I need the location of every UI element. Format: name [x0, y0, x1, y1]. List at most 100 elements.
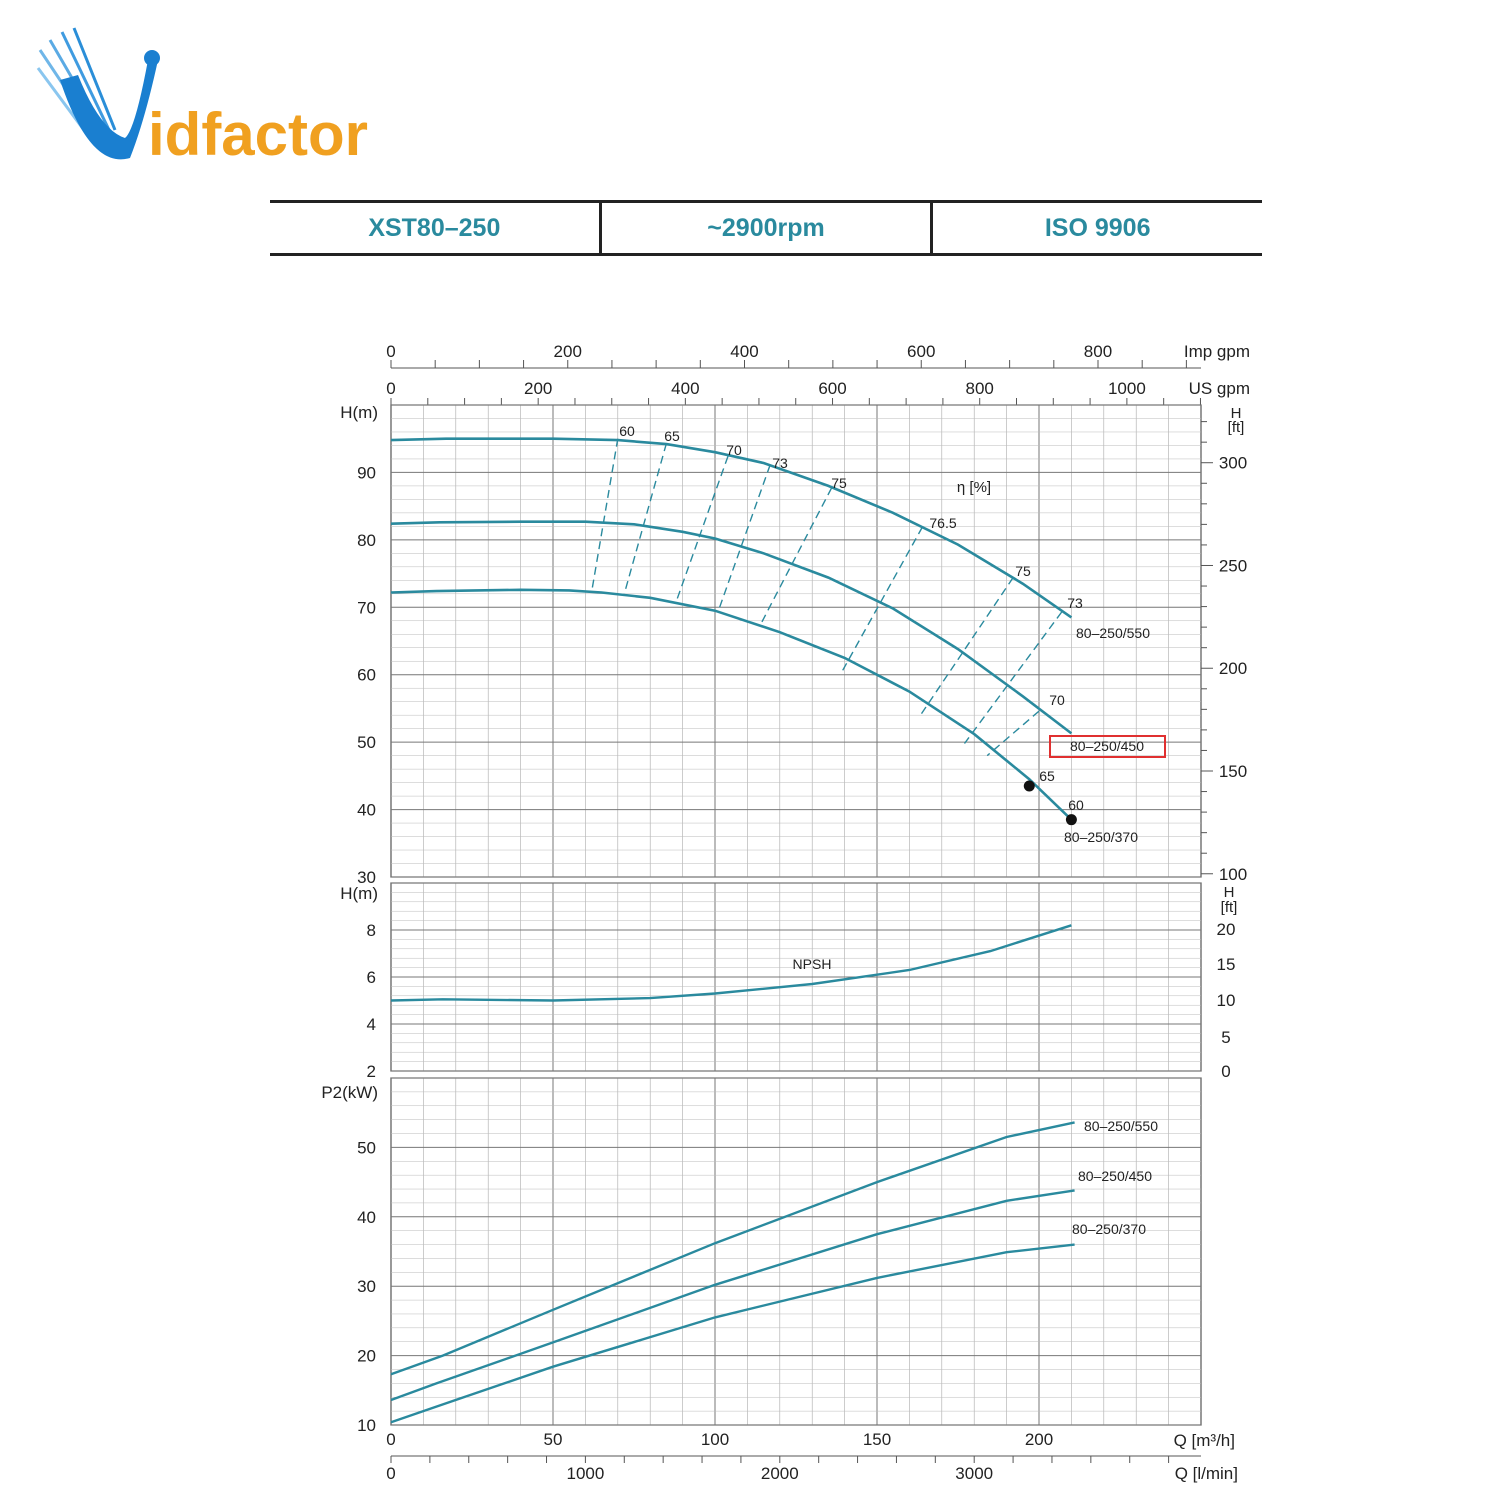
npsh-ft-label: H — [1224, 884, 1235, 901]
efficiency-value-label: 75 — [831, 475, 847, 491]
curve-label-450: 80–250/450 — [1070, 738, 1144, 754]
head-curve — [390, 588, 1073, 821]
power-curve — [390, 1189, 1075, 1402]
npsh-ft-label: [ft] — [1221, 899, 1238, 916]
highlight-box — [1049, 735, 1166, 758]
tick-label-lmin: 3000 — [955, 1464, 993, 1483]
efficiency-value-label: 73 — [1067, 595, 1083, 611]
tick-label-impgpm: 400 — [730, 342, 758, 361]
npsh-curve — [390, 924, 1072, 1002]
tick-label-usgpm: 1000 — [1108, 379, 1146, 398]
usgpm-axis-label: US gpm — [1189, 379, 1250, 398]
tick-label-impgpm: 0 — [386, 342, 395, 361]
efficiency-value-label: 65 — [664, 428, 680, 444]
efficiency-value-label: 75 — [1015, 563, 1031, 579]
tick-label-impgpm: 800 — [1084, 342, 1112, 361]
tick-label-m3h: 0 — [386, 1430, 395, 1449]
power-ytick-label: 10 — [357, 1416, 376, 1435]
npsh-ft-tick-label: 20 — [1217, 920, 1236, 939]
head-ft-tick-label: 200 — [1219, 659, 1247, 678]
npsh-ylabel: H(m) — [340, 884, 378, 903]
power-ytick-label: 40 — [357, 1208, 376, 1227]
impgpm-axis-label: Imp gpm — [1184, 342, 1250, 361]
speed-cell: ~2900rpm — [598, 203, 931, 253]
efficiency-value-label: 70 — [1049, 692, 1065, 708]
head-curve — [390, 437, 1073, 619]
header-table: XST80–250 ~2900rpm ISO 9906 — [270, 200, 1262, 256]
npsh-ft-tick-label: 5 — [1221, 1028, 1230, 1047]
efficiency-value-label: 73 — [772, 455, 788, 471]
power-ylabel: P2(kW) — [321, 1083, 378, 1102]
efficiency-line — [963, 611, 1063, 744]
curve-label-550: 80–250/550 — [1076, 625, 1150, 641]
head-ytick-label: 90 — [357, 463, 376, 482]
power-curve — [390, 1121, 1075, 1376]
efficiency-line — [986, 710, 1040, 757]
tick-label-usgpm: 800 — [966, 379, 994, 398]
tick-label-m3h: 150 — [863, 1430, 891, 1449]
head-ylabel: H(m) — [340, 403, 378, 422]
npsh-ytick-label: 6 — [367, 968, 376, 987]
power-ytick-label: 50 — [357, 1138, 376, 1157]
head-ytick-label: 50 — [357, 733, 376, 752]
npsh-ytick-label: 4 — [367, 1015, 376, 1034]
npsh-ytick-label: 2 — [367, 1062, 376, 1081]
efficiency-line — [623, 443, 668, 594]
logo-wordmark: idfactor — [148, 101, 368, 168]
standard-cell: ISO 9906 — [930, 203, 1262, 253]
power-curve-label: 80–250/370 — [1072, 1221, 1146, 1237]
efficiency-line — [717, 464, 771, 612]
logo-v-shape — [60, 60, 158, 160]
efficiency-value-label: 65 — [1039, 768, 1055, 784]
tick-label-usgpm: 400 — [671, 379, 699, 398]
tick-label-m3h: 200 — [1025, 1430, 1053, 1449]
efficiency-line — [918, 577, 1014, 718]
power-ytick-label: 30 — [357, 1277, 376, 1296]
efficiency-line — [840, 526, 924, 674]
tick-label-impgpm: 600 — [907, 342, 935, 361]
npsh-curve-label: NPSH — [793, 956, 832, 972]
vidfactor-logo: idfactor — [36, 27, 368, 168]
npsh-ft-tick-label: 15 — [1217, 955, 1236, 974]
tick-label-m3h: 100 — [701, 1430, 729, 1449]
efficiency-value-label: 60 — [1068, 797, 1084, 813]
tick-label-impgpm: 200 — [554, 342, 582, 361]
head-ft-tick-label: 100 — [1219, 865, 1247, 884]
limit-point-marker — [1065, 814, 1077, 826]
head-ytick-label: 40 — [357, 801, 376, 820]
head-ytick-label: 70 — [357, 598, 376, 617]
m3h-axis-label: Q [m³/h] — [1174, 1431, 1235, 1450]
head-ytick-label: 30 — [357, 868, 376, 887]
head-ft-label: H — [1231, 405, 1242, 422]
tick-label-m3h: 50 — [544, 1430, 563, 1449]
power-curve-label: 80–250/550 — [1084, 1118, 1158, 1134]
head-ft-label: [ft] — [1228, 419, 1245, 436]
npsh-ytick-label: 8 — [367, 921, 376, 940]
efficiency-line — [675, 455, 729, 603]
power-curve-label: 80–250/450 — [1078, 1168, 1152, 1184]
tick-label-lmin: 0 — [386, 1464, 395, 1483]
curve-label-370: 80–250/370 — [1064, 829, 1138, 845]
power-curve — [390, 1243, 1075, 1424]
power-ytick-label: 20 — [357, 1347, 376, 1366]
head-ft-tick-label: 250 — [1219, 556, 1247, 575]
model-cell: XST80–250 — [368, 213, 501, 242]
tick-label-usgpm: 600 — [818, 379, 846, 398]
tick-label-usgpm: 0 — [386, 379, 395, 398]
npsh-ft-tick-label: 0 — [1221, 1062, 1230, 1081]
efficiency-value-label: 60 — [619, 423, 635, 439]
tick-label-lmin: 2000 — [761, 1464, 799, 1483]
tick-label-usgpm: 200 — [524, 379, 552, 398]
head-ft-tick-label: 150 — [1219, 762, 1247, 781]
tick-label-lmin: 1000 — [566, 1464, 604, 1483]
panel-frame — [390, 1077, 1202, 1426]
head-ytick-label: 80 — [357, 531, 376, 550]
head-ytick-label: 60 — [357, 666, 376, 685]
efficiency-line — [591, 438, 619, 591]
head-ft-tick-label: 300 — [1219, 454, 1247, 473]
head-curve — [390, 520, 1073, 735]
efficiency-value-label: 70 — [726, 442, 742, 458]
efficiency-axis-label: η [%] — [957, 479, 991, 496]
npsh-ft-tick-label: 10 — [1217, 991, 1236, 1010]
